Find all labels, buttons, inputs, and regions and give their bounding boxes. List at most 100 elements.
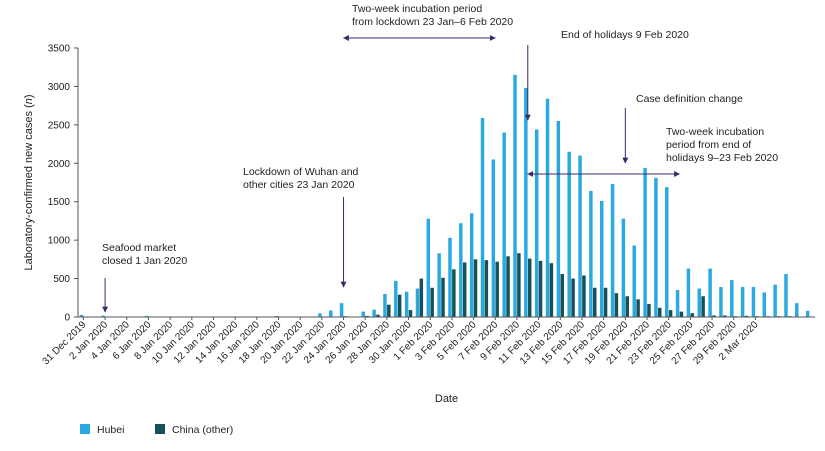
bar-hubei-67 <box>805 310 810 317</box>
bar-hubei-23 <box>329 310 333 317</box>
bar-hubei-57 <box>697 288 701 317</box>
bar-hubei-37 <box>480 117 485 317</box>
bar-hubei-30 <box>404 291 409 317</box>
bar-hubei-42 <box>534 129 539 317</box>
bar-china-other-34 <box>452 269 456 317</box>
bar-china-other-28 <box>387 304 391 317</box>
annotation-casedef: Case definition change <box>636 93 743 105</box>
bar-china-other-57 <box>701 296 705 317</box>
y-tick-label-3500: 3500 <box>48 44 71 55</box>
bar-hubei-34 <box>448 237 452 317</box>
bar-china-other-27 <box>376 314 380 317</box>
bar-china-other-30 <box>408 310 413 317</box>
bar-hubei-64 <box>773 284 777 317</box>
bar-hubei-32 <box>426 218 431 317</box>
bar-hubei-63 <box>762 292 767 317</box>
annotation-holidays: End of holidays 9 Feb 2020 <box>561 29 689 41</box>
bar-china-other-43 <box>549 263 554 317</box>
bar-hubei-48 <box>599 200 604 317</box>
bar-hubei-2 <box>101 315 105 317</box>
annotation-incubation2: Two-week incubation period from end of hol… <box>666 126 778 164</box>
annotation-seafood: Seafood market closed 1 Jan 2020 <box>102 242 187 267</box>
y-tick-label-0: 0 <box>64 313 70 324</box>
bar-hubei-40 <box>513 74 517 318</box>
bar-china-other-37 <box>484 260 489 317</box>
bar-hubei-41 <box>524 87 528 317</box>
bar-hubei-60 <box>730 280 734 317</box>
bar-hubei-27 <box>372 309 376 317</box>
legend-swatch-china-other <box>155 424 165 434</box>
bar-china-other-54 <box>668 310 673 317</box>
bar-hubei-52 <box>643 167 647 317</box>
bar-hubei-55 <box>675 290 680 317</box>
legend-swatch-hubei <box>80 424 90 434</box>
bar-hubei-62 <box>751 287 756 317</box>
bar-china-other-50 <box>625 296 629 317</box>
bar-hubei-66 <box>795 303 799 317</box>
bar-china-other-39 <box>506 256 510 317</box>
annotation-incubation1: Two-week incubation period from lockdown … <box>352 3 513 28</box>
bar-hubei-22 <box>318 313 322 317</box>
bar-china-other-61 <box>744 315 749 317</box>
bar-china-other-52 <box>647 303 651 317</box>
legend: Hubei China (other) <box>80 424 233 436</box>
bar-china-other-40 <box>517 253 521 317</box>
bar-china-other-35 <box>462 262 467 317</box>
bar-china-other-32 <box>430 287 434 317</box>
bar-china-other-42 <box>538 260 543 317</box>
bar-china-other-59 <box>723 315 727 317</box>
bar-china-other-51 <box>636 299 640 317</box>
y-tick-label-2000: 2000 <box>48 159 71 170</box>
bar-hubei-28 <box>383 293 387 317</box>
bar-china-other-33 <box>441 277 445 317</box>
bar-china-other-41 <box>527 258 532 317</box>
y-tick-label-500: 500 <box>53 274 70 285</box>
bar-hubei-35 <box>459 223 463 317</box>
bar-hubei-61 <box>740 287 745 317</box>
bar-hubei-49 <box>610 184 615 317</box>
bar-china-other-53 <box>658 307 662 317</box>
bar-hubei-0 <box>79 314 84 317</box>
bar-hubei-58 <box>708 268 712 317</box>
bar-hubei-6 <box>144 315 149 317</box>
bar-china-other-29 <box>397 294 402 317</box>
bar-hubei-33 <box>437 253 441 317</box>
bar-china-other-56 <box>690 313 695 317</box>
bar-china-other-31 <box>419 278 424 317</box>
y-tick-label-2500: 2500 <box>48 120 71 131</box>
bar-china-other-44 <box>560 273 564 317</box>
bar-hubei-46 <box>578 155 582 317</box>
bar-hubei-38 <box>491 159 496 317</box>
bar-china-other-45 <box>571 278 575 317</box>
bar-hubei-29 <box>394 280 398 317</box>
bar-china-other-58 <box>712 315 716 317</box>
bar-hubei-53 <box>654 177 658 317</box>
legend-label-china-other: China (other) <box>172 424 233 436</box>
legend-label-hubei: Hubei <box>97 424 124 436</box>
bar-hubei-65 <box>784 273 788 317</box>
bar-hubei-47 <box>589 190 593 317</box>
y-tick-label-1500: 1500 <box>48 197 71 208</box>
bar-hubei-51 <box>632 245 636 317</box>
bar-hubei-56 <box>686 268 691 317</box>
bar-hubei-45 <box>567 151 571 317</box>
bar-china-other-49 <box>614 293 619 317</box>
bars-layer <box>79 74 814 318</box>
annotations-layer: Seafood market closed 1 Jan 2020 Lockdown … <box>102 3 778 313</box>
y-tick-label-1000: 1000 <box>48 236 71 247</box>
annotation-lockdown: Lockdown of Wuhan and other cities 23 Jan… <box>243 166 359 191</box>
y-tick-label-3000: 3000 <box>48 82 71 93</box>
bar-hubei-36 <box>469 213 474 317</box>
bar-china-other-48 <box>603 287 608 317</box>
bar-hubei-26 <box>361 311 366 317</box>
bar-hubei-31 <box>415 288 420 317</box>
bar-china-other-46 <box>582 275 586 317</box>
y-axis-title: Laboratory-confirmed new cases (n) <box>23 94 35 270</box>
bar-hubei-50 <box>621 218 626 317</box>
bar-hubei-54 <box>665 187 669 317</box>
bar-china-other-26 <box>365 315 369 317</box>
bar-china-other-36 <box>473 259 478 317</box>
bar-china-other-47 <box>593 287 597 317</box>
bar-china-other-38 <box>495 261 499 317</box>
